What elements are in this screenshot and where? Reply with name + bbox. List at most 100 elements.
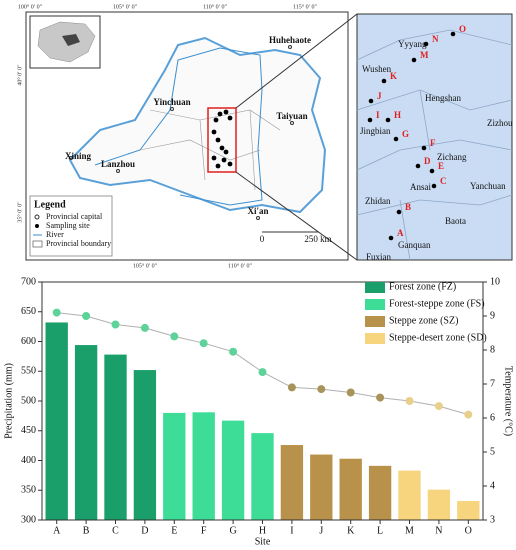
- study-box: [207, 107, 237, 173]
- inset-site: [381, 78, 387, 84]
- temperature-point: [376, 393, 385, 402]
- y2-tick-label: 4: [490, 480, 495, 491]
- temperature-point: [82, 312, 91, 320]
- river: [94, 47, 263, 206]
- inset-site: [393, 136, 399, 142]
- bar: [133, 370, 157, 520]
- temperature-point: [287, 383, 296, 392]
- sampling-site: [227, 161, 233, 167]
- inset-site-label: C: [440, 176, 447, 186]
- inset-place: Zichang: [437, 152, 467, 162]
- sampling-site: [223, 149, 229, 155]
- inset-site: [450, 31, 456, 37]
- y2-tick-label: 9: [490, 310, 495, 321]
- y-tick-label: 300: [21, 514, 36, 525]
- x-tick-label: A: [53, 525, 61, 536]
- zoom-line: [235, 171, 358, 261]
- capital-marker: [288, 45, 292, 49]
- x-tick-label: M: [405, 525, 414, 536]
- inset-site: [431, 183, 437, 189]
- temperature-point: [229, 347, 238, 356]
- legend-swatch: [365, 299, 385, 310]
- coord-label: 110° 0′ 0″: [203, 3, 227, 10]
- bar: [192, 412, 215, 520]
- bar: [427, 489, 451, 520]
- inset-place: Ganquan: [398, 240, 431, 250]
- city-label: Huhehaote: [269, 35, 311, 45]
- legend-capital: [34, 214, 40, 220]
- map-legend: [29, 195, 113, 257]
- capital-marker: [170, 107, 174, 111]
- x-tick-label: C: [112, 525, 119, 536]
- inset-place: Ansai: [410, 182, 431, 192]
- legend-boundary: [32, 240, 43, 248]
- legend-label: Forest-steppe zone (FS): [389, 298, 485, 309]
- y2-tick-label: 6: [490, 412, 495, 423]
- inset-site-label: E: [438, 161, 444, 171]
- bar: [368, 465, 392, 520]
- y-tick-label: 700: [21, 276, 36, 287]
- bar: [398, 470, 421, 520]
- legend-label: Forest zone (FZ): [389, 281, 456, 292]
- temperature-point: [434, 402, 443, 411]
- legend-swatch: [365, 333, 385, 344]
- city-label: Yinchuan: [153, 97, 190, 107]
- inset-site: [421, 145, 427, 151]
- capital-marker: [290, 121, 294, 125]
- y-tick-label: 550: [21, 366, 36, 377]
- zoom-line: [235, 13, 358, 109]
- y-tick-label: 450: [21, 425, 36, 436]
- temperature-point: [111, 320, 120, 329]
- provincial-boundaries: [139, 109, 281, 191]
- inset-site-label: K: [390, 71, 397, 81]
- y2-axis-title: Temperature (°C): [503, 366, 514, 436]
- y-tick-label: 500: [21, 395, 36, 406]
- x-tick-label: D: [141, 525, 148, 536]
- inset-site: [429, 168, 435, 174]
- legend-label: Steppe-desert zone (SD): [389, 332, 487, 343]
- coord-label: 105° 0′ 0″: [133, 262, 158, 269]
- inset-place: Jingbian: [360, 126, 391, 136]
- y2-tick-label: 5: [490, 446, 495, 457]
- sampling-site: [221, 157, 227, 163]
- bar: [74, 345, 98, 520]
- inset-site-label: N: [432, 34, 439, 44]
- sampling-site: [211, 129, 217, 135]
- coord-label: 35° 0′ 0″: [16, 201, 23, 223]
- y-tick-label: 350: [21, 485, 36, 496]
- capital-marker: [116, 169, 120, 173]
- x-tick-label: F: [201, 525, 207, 536]
- capital-marker: [69, 156, 73, 160]
- inset-site-label: F: [430, 138, 436, 148]
- legend-label: Provincial capital: [46, 212, 103, 221]
- inset-site: [385, 117, 391, 123]
- sampling-site: [215, 163, 221, 169]
- temperature-point: [199, 339, 208, 348]
- inset-frame: [356, 13, 513, 261]
- inset-place: Yyyang: [398, 39, 427, 49]
- bar: [163, 412, 186, 520]
- x-tick-label: O: [465, 525, 472, 536]
- y2-tick-label: 10: [490, 276, 500, 287]
- city-label: Xi'an: [247, 206, 268, 216]
- city-label: Xining: [65, 151, 92, 161]
- scale-label: 250 km: [304, 234, 331, 244]
- legend-title: Legend: [34, 199, 66, 210]
- bar: [45, 322, 68, 520]
- bar: [280, 445, 304, 520]
- inset-place: Baota: [445, 216, 466, 226]
- x-tick-label: E: [171, 525, 177, 536]
- legend-swatch: [365, 316, 385, 327]
- x-tick-label: K: [347, 525, 355, 536]
- inset-place: Wushen: [362, 64, 392, 74]
- plot-frame: [41, 281, 484, 521]
- temperature-point: [52, 308, 61, 317]
- y-tick-label: 650: [21, 306, 36, 317]
- y2-tick-label: 7: [490, 378, 495, 389]
- sampling-site: [217, 111, 223, 117]
- temperature-point: [464, 410, 473, 419]
- bar: [310, 454, 333, 520]
- y2-tick-label: 8: [490, 344, 495, 355]
- temperature-point: [258, 368, 267, 377]
- study-area-locator: [62, 34, 80, 46]
